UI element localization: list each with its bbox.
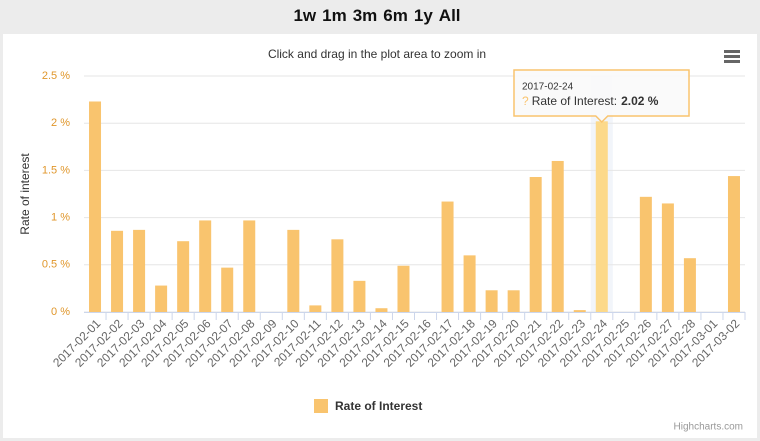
tooltip-title: 2017-02-24 <box>522 82 574 93</box>
bar <box>331 239 344 312</box>
credits[interactable]: Highcharts.com <box>674 422 743 433</box>
y-tick-label: 2.5 % <box>42 70 70 82</box>
bar <box>507 290 520 312</box>
bar <box>485 290 498 312</box>
y-axis-title: Rate of interest <box>18 153 32 235</box>
bar <box>155 285 168 312</box>
bar <box>441 201 454 312</box>
tooltip-marker: ? <box>522 94 529 108</box>
bar <box>287 229 300 312</box>
bar <box>133 229 146 312</box>
bar <box>221 267 234 312</box>
tooltip-line: ? Rate of Interest: 2.02 % <box>522 94 659 108</box>
y-tick-label: 1 % <box>51 212 70 224</box>
range-button[interactable]: 6m <box>383 6 408 25</box>
bar <box>639 196 652 312</box>
tooltip-label: Rate of Interest: <box>532 94 617 108</box>
menu-line <box>724 60 740 63</box>
range-selector: 1w 1m 3m 6m 1y All <box>293 6 460 25</box>
tooltip-box <box>513 69 690 124</box>
bar <box>529 177 542 312</box>
bar <box>727 176 740 312</box>
range-button[interactable]: 1w <box>293 6 316 25</box>
range-button[interactable]: 1y <box>414 6 433 25</box>
y-tick-label: 0 % <box>51 306 70 318</box>
bar <box>375 308 388 312</box>
bar <box>111 230 124 312</box>
bar <box>309 305 322 312</box>
tooltip-value: 2.02 % <box>621 94 659 108</box>
chart-subtitle: Click and drag in the plot area to zoom … <box>268 47 486 61</box>
bar <box>397 265 410 312</box>
y-tick-label: 2 % <box>51 117 70 129</box>
tooltip: 2017-02-24? Rate of Interest: 2.02 % <box>513 69 690 124</box>
y-tick-label: 0.5 % <box>42 259 70 271</box>
bar <box>199 220 212 312</box>
range-button[interactable]: 3m <box>353 6 378 25</box>
bar <box>353 280 366 312</box>
bar <box>661 203 674 312</box>
range-button[interactable]: All <box>439 6 461 25</box>
bar <box>551 160 564 312</box>
bar <box>683 258 696 312</box>
menu-line <box>724 50 740 53</box>
y-tick-label: 1.5 % <box>42 164 70 176</box>
bar <box>177 241 190 312</box>
legend-label[interactable]: Rate of Interest <box>335 399 422 413</box>
menu-line <box>724 55 740 58</box>
range-button[interactable]: 1m <box>322 6 347 25</box>
bar <box>595 121 608 312</box>
bar <box>243 220 256 312</box>
legend-swatch[interactable] <box>314 399 328 413</box>
menu-button[interactable] <box>722 48 744 66</box>
bar <box>89 101 102 312</box>
bar <box>463 255 476 312</box>
bar <box>573 310 586 312</box>
